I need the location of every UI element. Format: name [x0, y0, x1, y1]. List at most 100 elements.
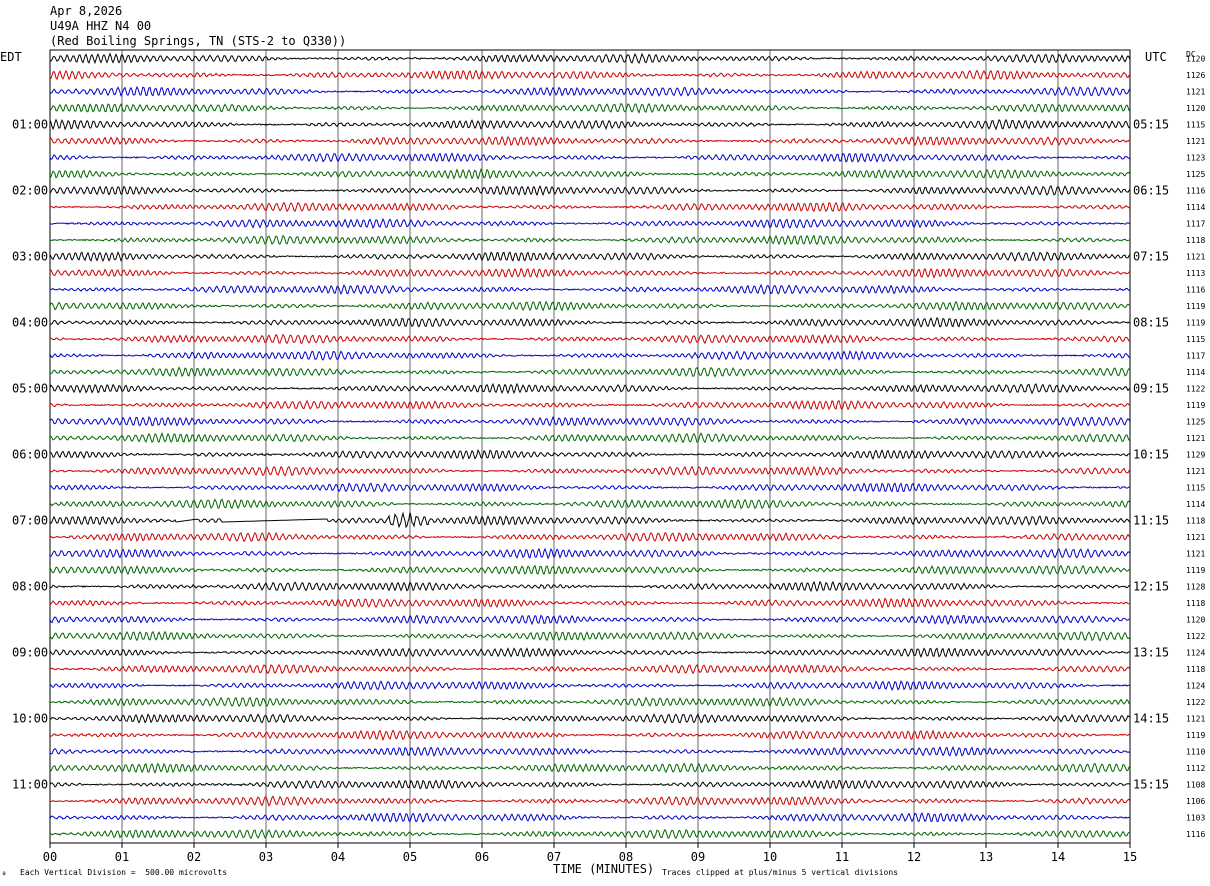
dc-offset-label: 1121	[1186, 550, 1205, 559]
seismic-trace	[49, 713, 1131, 725]
x-tick-label: 14	[1051, 850, 1065, 864]
seismic-trace	[49, 779, 1131, 790]
right-hour-label: 10:15	[1133, 448, 1169, 462]
seismic-trace	[49, 316, 1131, 328]
station-id: U49A HHZ N4 00	[50, 19, 152, 33]
dc-offset-label: 1115	[1186, 335, 1205, 344]
dc-offset-label: 1106	[1186, 797, 1205, 806]
dc-offset-label: 1121	[1186, 88, 1205, 97]
seismic-trace	[49, 85, 1131, 97]
seismic-trace	[49, 135, 1131, 147]
dc-offset-label: 1114	[1186, 368, 1205, 377]
left-hour-label: 04:00	[12, 316, 48, 330]
right-hour-label: 08:15	[1133, 316, 1169, 330]
seismic-trace	[49, 547, 1131, 560]
dc-offset-label: 1125	[1186, 418, 1205, 427]
x-tick-label: 09	[691, 850, 705, 864]
dc-offset-label: 1118	[1186, 599, 1205, 608]
seismic-trace	[49, 745, 1131, 757]
x-tick-label: 04	[331, 850, 345, 864]
dc-offset-label: 1122	[1186, 698, 1205, 707]
seismic-trace	[49, 663, 1131, 675]
dc-offset-label: 1118	[1186, 665, 1205, 674]
seismic-trace	[49, 217, 1131, 229]
right-hour-label: 09:15	[1133, 382, 1169, 396]
seismic-trace	[49, 102, 1131, 114]
x-tick-label: 07	[547, 850, 561, 864]
seismic-trace	[49, 152, 1131, 163]
seismic-trace	[49, 465, 1131, 477]
dc-offset-label: 1116	[1186, 286, 1205, 295]
left-hour-label: 03:00	[12, 250, 48, 264]
seismic-trace	[49, 415, 1131, 427]
seismic-trace	[49, 449, 1131, 460]
seismic-trace	[49, 168, 1131, 180]
scale-note: Each Vertical Division = 500.00 microvol…	[20, 868, 228, 877]
seismic-trace	[49, 630, 1131, 642]
dc-offset-label: 1119	[1186, 302, 1205, 311]
dc-offset-label: 1120	[1186, 616, 1205, 625]
seismic-trace	[49, 531, 1131, 543]
seismic-trace	[49, 680, 1131, 692]
dc-offset-label: 1120	[1186, 104, 1205, 113]
seismic-trace	[49, 118, 1131, 131]
dc-offset-label: 1116	[1186, 830, 1205, 839]
dc-offset-label: 1121	[1186, 715, 1205, 724]
dc-offset-label: 1122	[1186, 632, 1205, 641]
dc-column-label: DC	[1186, 50, 1196, 59]
plot-frame	[49, 49, 1131, 844]
seismic-trace	[49, 69, 1131, 81]
dc-offset-label: 1121	[1186, 253, 1205, 262]
x-tick-label: 03	[259, 850, 273, 864]
dc-offset-label: 1121	[1186, 467, 1205, 476]
dc-offset-label: 1114	[1186, 203, 1205, 212]
seismic-trace	[49, 52, 1131, 65]
dc-offset-label: 1119	[1186, 401, 1205, 410]
x-axis-label: TIME (MINUTES)	[553, 862, 655, 876]
dc-offset-label: 1120	[1186, 55, 1205, 64]
dc-offset-label: 1110	[1186, 748, 1205, 757]
right-hour-label: 07:15	[1133, 250, 1169, 264]
left-hour-label: 09:00	[12, 646, 48, 660]
right-hour-label: 13:15	[1133, 646, 1169, 660]
seismic-trace	[49, 267, 1131, 279]
seismic-trace	[49, 251, 1131, 262]
seismic-trace	[49, 382, 1131, 395]
dc-offset-label: 1119	[1186, 566, 1205, 575]
left-hour-label: 02:00	[12, 184, 48, 198]
x-tick-label: 12	[907, 850, 921, 864]
seismic-trace	[49, 614, 1131, 626]
x-tick-label: 15	[1123, 850, 1137, 864]
x-tick-label: 11	[835, 850, 849, 864]
dc-offset-label: 1121	[1186, 434, 1205, 443]
seismic-trace	[49, 812, 1131, 823]
seismic-trace	[49, 729, 1131, 742]
seismic-trace	[49, 350, 1131, 361]
left-hour-label: 08:00	[12, 580, 48, 594]
x-tick-label: 06	[475, 850, 489, 864]
x-tick-label: 00	[43, 850, 57, 864]
right-hour-label: 14:15	[1133, 712, 1169, 726]
corner-mark: ⚘	[2, 870, 7, 878]
dc-offset-label: 1122	[1186, 385, 1205, 394]
seismic-trace	[49, 184, 1131, 197]
x-tick-label: 01	[115, 850, 129, 864]
right-hour-label: 06:15	[1133, 184, 1169, 198]
seismic-trace	[49, 300, 1131, 312]
dc-offset-label: 1108	[1186, 781, 1205, 790]
right-hour-label: 05:15	[1133, 118, 1169, 132]
seismic-trace	[49, 234, 1131, 246]
dc-offset-label: 1115	[1186, 121, 1205, 130]
dc-offset-label: 1113	[1186, 269, 1205, 278]
dc-offset-label: 1118	[1186, 517, 1205, 526]
dc-offset-label: 1126	[1186, 71, 1205, 80]
dc-offset-label: 1103	[1186, 814, 1205, 823]
left-hour-label: 07:00	[12, 514, 48, 528]
left-hour-label: 06:00	[12, 448, 48, 462]
left-hour-label: 11:00	[12, 778, 48, 792]
seismic-trace	[49, 399, 1131, 411]
x-tick-label: 02	[187, 850, 201, 864]
seismic-trace	[49, 795, 1131, 807]
dc-offset-label: 1128	[1186, 583, 1205, 592]
